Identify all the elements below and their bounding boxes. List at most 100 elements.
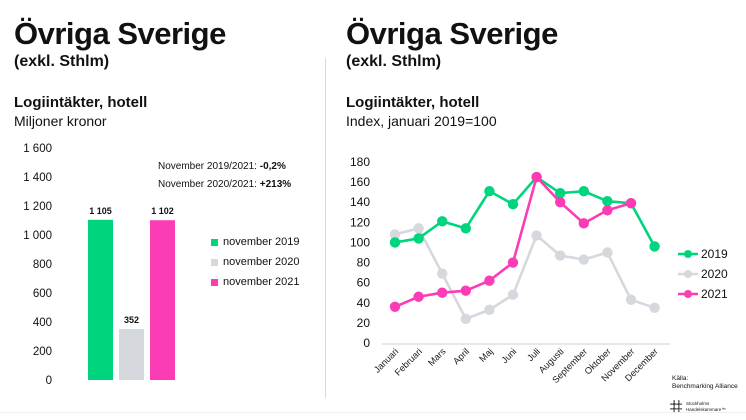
right-page-title: Övriga Sverige bbox=[346, 16, 558, 51]
right-chart-heading: Logiintäkter, hotell bbox=[346, 93, 480, 111]
legend-swatch-icon bbox=[211, 278, 218, 286]
bar-november-2020 bbox=[119, 328, 144, 380]
data-point-2019-April bbox=[460, 223, 471, 234]
bar-ytick: 1 400 bbox=[23, 172, 52, 184]
line-chart-legend: 2019 2020 2021 bbox=[677, 247, 728, 307]
data-point-2020-Oktober bbox=[602, 247, 613, 258]
line-ytick: 0 bbox=[363, 336, 370, 350]
legend-line-dot-icon bbox=[678, 250, 698, 258]
logo-text: Stockholms Handelskammare™ bbox=[686, 401, 726, 412]
source-name: Benchmarking Alliance bbox=[672, 383, 738, 391]
data-point-2020-Mars bbox=[437, 268, 448, 279]
bar-ytick: 800 bbox=[33, 259, 52, 271]
left-page-subtitle: (exkl. Sthlm) bbox=[14, 52, 110, 70]
right-chart-subheading: Index, januari 2019=100 bbox=[346, 112, 497, 129]
legend-label: november 2021 bbox=[223, 276, 300, 288]
series-line-2019 bbox=[394, 175, 656, 248]
handelskammare-hash-icon bbox=[670, 400, 683, 413]
annotation-value: +213% bbox=[259, 179, 292, 190]
legend-item: 2020 bbox=[677, 267, 728, 281]
data-point-2019-Februari bbox=[413, 233, 424, 244]
legend-item: november 2020 bbox=[211, 256, 299, 268]
stockholms-handelskammare-logo: Stockholms Handelskammare™ bbox=[670, 400, 726, 413]
legend-line-dot-icon bbox=[678, 290, 698, 298]
logo-text-line1: Stockholms bbox=[686, 400, 710, 406]
line-ytick: 80 bbox=[357, 256, 371, 270]
left-panel-headings: Övriga Sverige (exkl. Sthlm) Logiintäkte… bbox=[14, 16, 226, 129]
data-point-2019-Mars bbox=[437, 216, 448, 227]
bar-ytick: 0 bbox=[46, 375, 52, 387]
legend-label: november 2019 bbox=[223, 236, 300, 248]
line-ytick: 20 bbox=[357, 316, 371, 330]
bar-ytick: 600 bbox=[33, 288, 52, 300]
annotation-row: November 2019/2021: -0,2% bbox=[158, 162, 291, 172]
legend-swatch-icon bbox=[211, 258, 218, 266]
data-point-2020-Maj bbox=[484, 304, 495, 316]
bar-value-label: 1 105 bbox=[89, 206, 112, 216]
legend-label: 2020 bbox=[701, 267, 728, 281]
data-point-2020-Januari bbox=[389, 229, 401, 240]
source-label: Källa: bbox=[672, 375, 689, 382]
data-point-2021-September bbox=[578, 218, 589, 229]
data-point-2020-September bbox=[578, 254, 589, 265]
month-label: Maj bbox=[477, 346, 495, 364]
data-point-2019-December bbox=[649, 241, 660, 252]
month-label: April bbox=[451, 346, 471, 366]
line-ytick: 180 bbox=[350, 155, 370, 169]
left-chart-heading: Logiintäkter, hotell bbox=[14, 93, 148, 111]
bar-november-2019 bbox=[88, 219, 113, 380]
data-point-2021-Februari bbox=[413, 291, 424, 302]
data-point-2021-Juni bbox=[507, 257, 519, 268]
data-point-2021-April bbox=[460, 285, 471, 296]
data-point-2019-Oktober bbox=[602, 196, 613, 207]
data-point-2019-Maj bbox=[484, 185, 495, 197]
month-label: Juli bbox=[525, 346, 542, 363]
data-point-2019-September bbox=[578, 185, 589, 197]
data-point-2021-Augusti bbox=[555, 197, 566, 208]
line-ytick: 60 bbox=[357, 276, 371, 290]
left-chart-subheading: Miljoner kronor bbox=[14, 112, 107, 129]
bar-ytick: 200 bbox=[33, 346, 52, 358]
data-point-2019-Juni bbox=[507, 199, 519, 210]
data-point-2020-December bbox=[649, 302, 660, 314]
data-point-2021-Maj bbox=[484, 275, 495, 286]
bar-november-2021 bbox=[150, 220, 175, 380]
source-note: Källa: Benchmarking Alliance bbox=[672, 375, 738, 392]
data-point-2020-Juli bbox=[531, 230, 542, 241]
data-point-2020-Augusti bbox=[555, 250, 566, 261]
data-point-2020-Februari bbox=[413, 223, 424, 234]
line-ytick: 100 bbox=[350, 235, 370, 249]
annotation-value: -0,2% bbox=[259, 161, 286, 172]
data-point-2021-Oktober bbox=[602, 205, 613, 216]
data-point-2019-Augusti bbox=[555, 187, 566, 199]
legend-swatch-icon bbox=[211, 238, 218, 246]
annotation-label: November 2019/2021: bbox=[158, 161, 260, 172]
bar-chart: 0 200 400 600 800 1 000 1 200 1 400 1 600 1 105 35… bbox=[23, 143, 175, 387]
data-point-2021-Juli bbox=[531, 171, 542, 183]
bar-ytick: 1 200 bbox=[23, 201, 52, 213]
legend-label: november 2020 bbox=[223, 256, 300, 268]
line-ytick: 40 bbox=[357, 296, 371, 310]
logo-text-line2: Handelskammare™ bbox=[686, 406, 726, 412]
month-label: Mars bbox=[426, 346, 448, 368]
legend-item: november 2021 bbox=[211, 276, 299, 288]
line-ytick: 140 bbox=[350, 195, 370, 209]
line-ytick: 160 bbox=[350, 175, 370, 189]
panel-divider bbox=[325, 58, 326, 398]
data-point-2020-November bbox=[625, 294, 637, 305]
legend-item: 2019 bbox=[677, 247, 728, 261]
bar-annotations: November 2019/2021: -0,2% November 2020/2… bbox=[158, 162, 291, 198]
annotation-label: November 2020/2021: bbox=[158, 179, 260, 190]
right-panel-headings: Övriga Sverige (exkl. Sthlm) Logiintäkte… bbox=[346, 16, 558, 129]
right-page-subtitle: (exkl. Sthlm) bbox=[346, 52, 442, 70]
line-ytick: 120 bbox=[350, 215, 370, 229]
data-point-2019-Januari bbox=[389, 237, 401, 248]
bar-ytick: 1 000 bbox=[23, 230, 52, 242]
data-point-2021-Januari bbox=[389, 301, 401, 312]
bar-chart-legend: november 2019 november 2020 november 2021 bbox=[211, 236, 299, 296]
data-point-2021-Mars bbox=[437, 287, 448, 298]
left-page-title: Övriga Sverige bbox=[14, 16, 226, 51]
bar-ytick: 1 600 bbox=[23, 143, 52, 155]
